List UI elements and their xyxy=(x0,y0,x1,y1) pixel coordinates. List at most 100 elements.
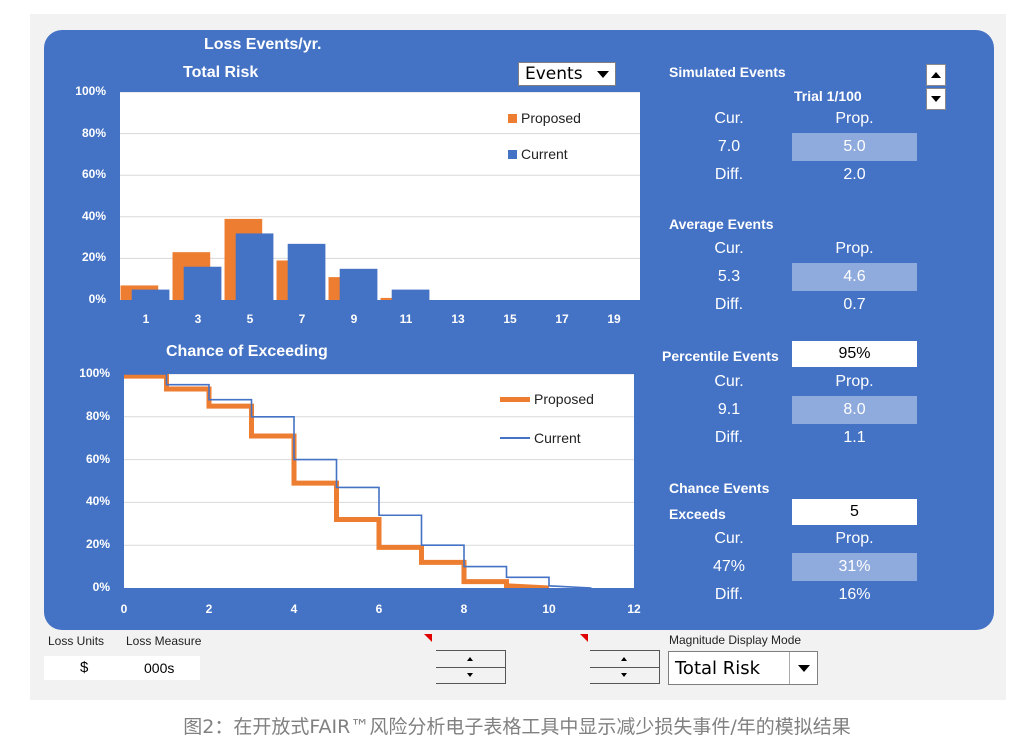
arrow-down-icon xyxy=(467,673,473,677)
x-tick-label: 2 xyxy=(205,602,213,616)
chart-metric-dropdown[interactable]: Events xyxy=(518,62,616,86)
x-tick-label: 8 xyxy=(460,602,468,616)
legend-proposed-line-label: Proposed xyxy=(534,391,594,407)
top-chart-plot: Proposed Current xyxy=(120,91,640,300)
trial-up-button[interactable] xyxy=(926,64,946,86)
legend-proposed-label: Proposed xyxy=(521,110,581,126)
y-tick-label: 40% xyxy=(85,494,110,509)
avg-cur-label: Cur. xyxy=(714,240,744,257)
avg-cur-value: 5.3 xyxy=(717,268,741,285)
x-tick-label: 11 xyxy=(399,312,413,326)
legend-current: Current xyxy=(508,146,568,162)
average-events-title: Average Events xyxy=(669,216,774,232)
pct-cur-value: 9.1 xyxy=(717,401,741,418)
x-tick-label: 3 xyxy=(194,312,202,326)
sim-diff-label: Diff. xyxy=(714,166,744,183)
arrow-up-icon xyxy=(931,72,941,78)
sim-prop-label: Prop. xyxy=(835,110,874,127)
chance-cur-value: 47% xyxy=(712,558,746,575)
x-tick-label: 5 xyxy=(246,312,254,326)
y-tick-label: 20% xyxy=(85,537,110,552)
pct-prop-value: 8.0 xyxy=(792,396,917,424)
percentile-input[interactable]: 95% xyxy=(792,341,917,367)
top-chart-title: Total Risk xyxy=(183,64,259,81)
sim-diff-value: 2.0 xyxy=(843,166,866,183)
pct-diff-value: 1.1 xyxy=(843,429,866,446)
avg-prop-label: Prop. xyxy=(835,240,874,257)
chance-prop-value: 31% xyxy=(792,553,917,581)
x-tick-label: 6 xyxy=(375,602,383,616)
bottom-chart-title: Chance of Exceeding xyxy=(166,343,328,360)
legend-current-label: Current xyxy=(521,146,568,162)
sim-cur-value: 7.0 xyxy=(717,138,741,155)
trial-counter: Trial 1/100 xyxy=(794,88,862,104)
loss-units-value[interactable]: $ xyxy=(80,659,89,676)
pct-cur-label: Cur. xyxy=(714,373,744,390)
y-tick-label: 20% xyxy=(81,250,106,265)
legend-current-line: Current xyxy=(500,430,581,446)
bar-current xyxy=(287,243,326,300)
x-tick-label: 7 xyxy=(298,312,306,326)
line-current xyxy=(124,373,592,589)
y-tick-label: 60% xyxy=(85,451,110,466)
x-tick-label: 1 xyxy=(142,312,150,326)
pct-prop-label: Prop. xyxy=(835,373,874,390)
y-tick-label: 80% xyxy=(85,408,110,423)
legend-proposed-line-swatch xyxy=(500,396,530,402)
bottom-chart-plot: Proposed Current xyxy=(124,373,634,591)
bar-current xyxy=(391,289,430,300)
figure-caption: 图2：在开放式FAIR™风险分析电子表格工具中显示减少损失事件/年的模拟结果 xyxy=(183,716,851,738)
legend-current-line-swatch xyxy=(500,437,530,439)
simulated-events-title: Simulated Events xyxy=(669,64,786,80)
y-tick-label: 80% xyxy=(81,125,106,140)
loss-units-label: Loss Units xyxy=(48,634,105,648)
bar-current xyxy=(235,233,274,300)
x-tick-label: 10 xyxy=(542,602,556,616)
legend-current-swatch xyxy=(508,149,517,159)
loss-settings-row: $ 000s xyxy=(44,656,200,680)
y-tick-label: 40% xyxy=(81,208,106,223)
y-tick-label: 100% xyxy=(75,84,106,98)
chance-exceeds-input[interactable]: 5 xyxy=(792,499,917,525)
loss-measure-label: Loss Measure xyxy=(126,634,202,648)
bar-current xyxy=(183,266,222,300)
chance-exceeds-label: Exceeds xyxy=(669,506,726,522)
chance-cur-label: Cur. xyxy=(714,530,744,547)
x-tick-label: 9 xyxy=(350,312,358,326)
arrow-up-icon xyxy=(621,657,627,661)
total-risk-chart xyxy=(120,91,640,300)
spin-control-right[interactable] xyxy=(590,650,660,684)
x-tick-label: 17 xyxy=(555,312,569,326)
y-tick-label: 0% xyxy=(88,292,106,306)
chance-prop-label: Prop. xyxy=(835,530,874,547)
loss-measure-value[interactable]: 000s xyxy=(144,660,175,676)
bar-current xyxy=(339,268,378,300)
chance-events-title: Chance Events xyxy=(669,480,770,496)
y-tick-label: 60% xyxy=(81,167,106,182)
percentile-events-title: Percentile Events xyxy=(662,348,779,364)
x-tick-label: 12 xyxy=(627,602,641,616)
magnitude-display-dropdown[interactable]: Total Risk xyxy=(668,651,818,685)
dashboard-panel: Loss Events/yr. Total Risk Events Propos… xyxy=(44,30,994,630)
chevron-down-icon xyxy=(797,664,810,672)
legend-proposed: Proposed xyxy=(508,110,581,126)
pct-diff-label: Diff. xyxy=(714,429,744,446)
x-tick-label: 19 xyxy=(607,312,621,326)
avg-diff-value: 0.7 xyxy=(843,296,866,313)
magnitude-display-value: Total Risk xyxy=(675,657,761,679)
legend-proposed-line: Proposed xyxy=(500,391,594,407)
chevron-down-icon xyxy=(597,70,609,78)
arrow-down-icon xyxy=(621,673,627,677)
arrow-up-icon xyxy=(467,657,473,661)
spin-control-left[interactable] xyxy=(436,650,506,684)
dropdown-button[interactable] xyxy=(789,652,817,684)
sim-prop-value: 5.0 xyxy=(792,133,917,161)
trial-down-button[interactable] xyxy=(926,88,946,110)
avg-diff-label: Diff. xyxy=(714,296,744,313)
legend-current-line-label: Current xyxy=(534,430,581,446)
y-tick-label: 0% xyxy=(92,580,110,594)
comment-marker xyxy=(580,634,588,642)
bar-current xyxy=(131,289,170,300)
comment-marker xyxy=(424,634,432,642)
sim-cur-label: Cur. xyxy=(714,110,744,127)
